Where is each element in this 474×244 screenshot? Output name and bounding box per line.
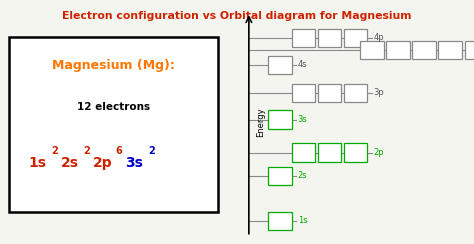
Text: 4s: 4s <box>298 60 307 69</box>
Bar <box>292 83 315 102</box>
Bar <box>268 56 292 74</box>
Text: 2s: 2s <box>298 171 307 180</box>
Bar <box>268 166 292 185</box>
Text: 4p: 4p <box>374 33 384 42</box>
Bar <box>360 41 384 59</box>
Bar <box>268 212 292 230</box>
Bar <box>318 83 341 102</box>
Text: 12 electrons: 12 electrons <box>77 102 150 112</box>
Text: 2: 2 <box>148 146 155 156</box>
Bar <box>318 143 341 162</box>
Bar <box>465 41 474 59</box>
Text: 1s: 1s <box>28 156 46 170</box>
Text: 2: 2 <box>51 146 58 156</box>
Text: Energy: Energy <box>256 107 265 137</box>
Bar <box>268 110 292 129</box>
Text: Magnesium (Mg):: Magnesium (Mg): <box>52 59 175 71</box>
Text: 2p: 2p <box>93 156 112 170</box>
Text: 3s: 3s <box>298 115 308 124</box>
Text: 3p: 3p <box>374 88 384 97</box>
Bar <box>438 41 462 59</box>
Text: 3s: 3s <box>125 156 143 170</box>
Text: 2p: 2p <box>374 148 384 157</box>
Bar <box>9 37 218 212</box>
Text: Electron configuration vs Orbital diagram for Magnesium: Electron configuration vs Orbital diagra… <box>62 11 412 21</box>
Text: 6: 6 <box>116 146 122 156</box>
Bar <box>386 41 410 59</box>
Text: 1s: 1s <box>298 216 307 225</box>
Text: 2s: 2s <box>61 156 79 170</box>
Bar <box>344 143 367 162</box>
Bar <box>292 143 315 162</box>
Bar <box>412 41 436 59</box>
Bar <box>344 29 367 47</box>
Bar <box>292 29 315 47</box>
Bar <box>318 29 341 47</box>
Text: 2: 2 <box>83 146 90 156</box>
Bar <box>344 83 367 102</box>
